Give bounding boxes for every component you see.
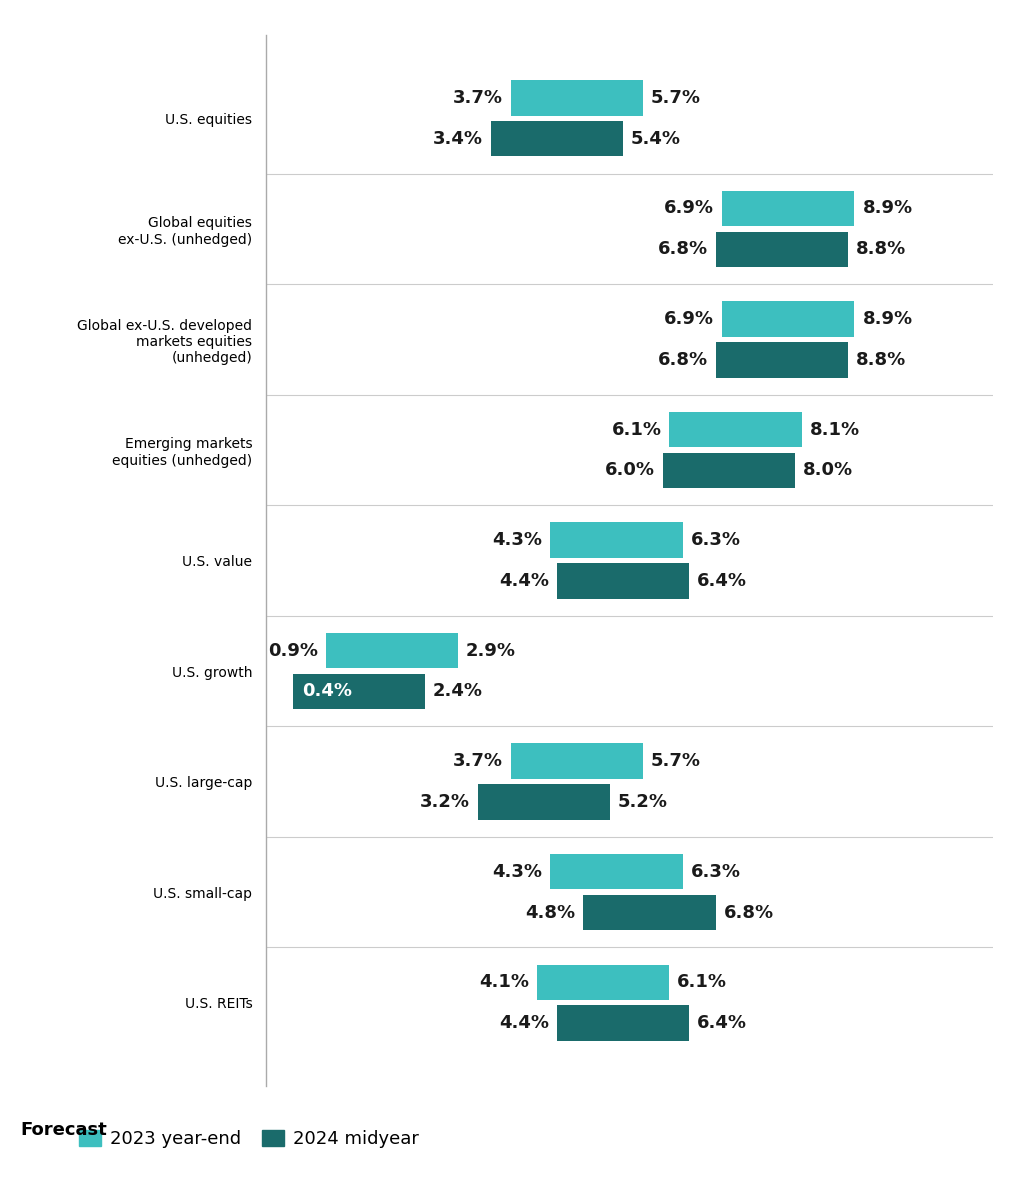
Bar: [551, 854, 683, 890]
Bar: [722, 301, 854, 336]
Text: 6.0%: 6.0%: [605, 461, 655, 479]
Text: 3.2%: 3.2%: [420, 793, 470, 811]
Text: 4.4%: 4.4%: [499, 1014, 549, 1032]
Bar: [511, 743, 643, 779]
Text: 4.8%: 4.8%: [525, 904, 575, 922]
Bar: [538, 964, 670, 999]
Text: 4.1%: 4.1%: [479, 974, 529, 991]
Text: 4.3%: 4.3%: [493, 863, 543, 880]
Text: 2.9%: 2.9%: [466, 642, 516, 660]
Text: 4.3%: 4.3%: [493, 531, 543, 549]
Text: 2.4%: 2.4%: [433, 682, 482, 701]
Text: 6.8%: 6.8%: [724, 904, 774, 922]
Text: 6.9%: 6.9%: [665, 310, 715, 328]
Text: 6.1%: 6.1%: [677, 974, 727, 991]
Text: 3.7%: 3.7%: [453, 88, 503, 107]
Bar: [722, 191, 854, 227]
Text: 4.4%: 4.4%: [499, 572, 549, 590]
Text: 5.2%: 5.2%: [617, 793, 668, 811]
Text: 0.9%: 0.9%: [268, 642, 317, 660]
Text: 8.9%: 8.9%: [862, 310, 912, 328]
Bar: [557, 1005, 689, 1041]
Text: 6.4%: 6.4%: [697, 572, 748, 590]
Bar: [716, 342, 848, 378]
Text: 6.1%: 6.1%: [611, 420, 662, 439]
Bar: [490, 122, 624, 157]
Text: 8.8%: 8.8%: [856, 241, 906, 258]
Bar: [551, 523, 683, 558]
Text: 5.7%: 5.7%: [651, 752, 700, 771]
Legend: 2023 year-end, 2024 midyear: 2023 year-end, 2024 midyear: [72, 1122, 426, 1155]
Text: 6.8%: 6.8%: [657, 241, 708, 258]
Text: 6.3%: 6.3%: [690, 863, 740, 880]
Text: 8.0%: 8.0%: [803, 461, 853, 479]
Bar: [293, 674, 425, 709]
Text: 8.8%: 8.8%: [856, 350, 906, 369]
Text: Forecast: Forecast: [20, 1121, 108, 1140]
Bar: [326, 632, 458, 668]
Text: 6.8%: 6.8%: [657, 350, 708, 369]
Text: 8.9%: 8.9%: [862, 199, 912, 217]
Text: 3.4%: 3.4%: [433, 130, 483, 148]
Bar: [584, 894, 716, 930]
Text: 5.4%: 5.4%: [631, 130, 681, 148]
Bar: [557, 563, 689, 598]
Text: 8.1%: 8.1%: [810, 420, 860, 439]
Text: 5.7%: 5.7%: [651, 88, 700, 107]
Bar: [670, 412, 802, 447]
Bar: [511, 80, 643, 116]
Text: 6.4%: 6.4%: [697, 1014, 748, 1032]
Bar: [478, 785, 610, 820]
Text: 3.7%: 3.7%: [453, 752, 503, 771]
Text: 6.3%: 6.3%: [690, 531, 740, 549]
Bar: [716, 231, 848, 267]
Text: 6.9%: 6.9%: [665, 199, 715, 217]
Text: 0.4%: 0.4%: [303, 682, 352, 701]
Bar: [663, 453, 795, 489]
